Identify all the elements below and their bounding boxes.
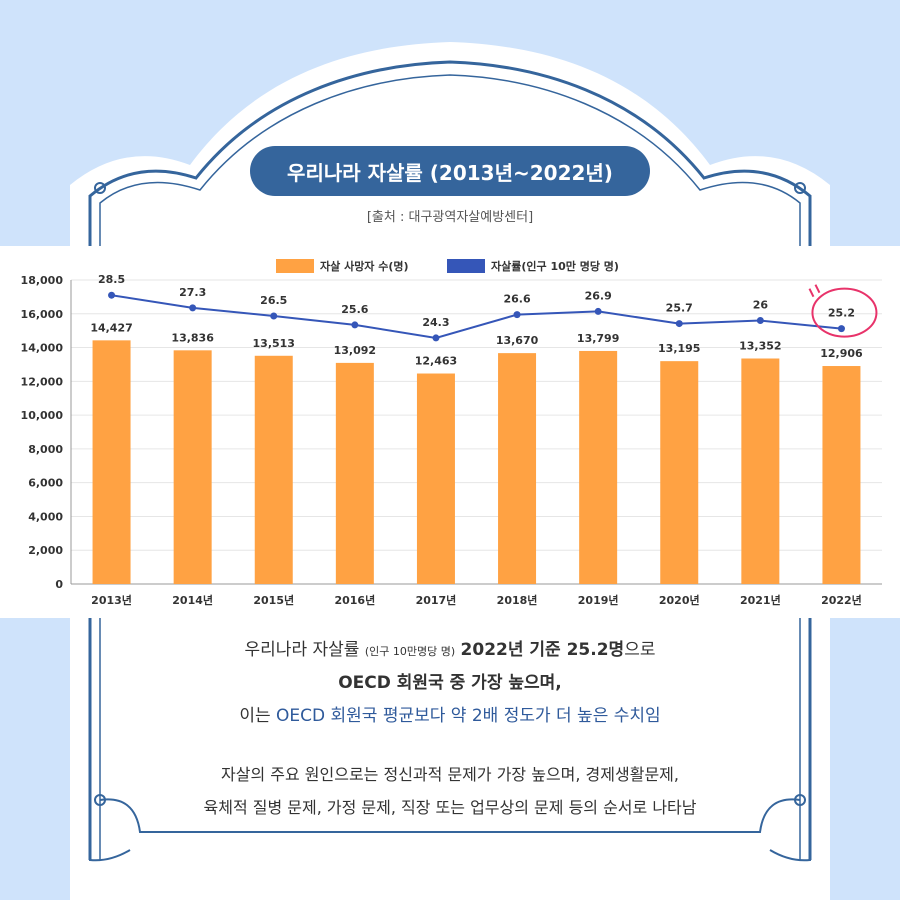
bar bbox=[92, 340, 131, 584]
highlight-circle bbox=[811, 287, 878, 338]
bar bbox=[498, 353, 537, 584]
y-tick-label: 14,000 bbox=[21, 342, 64, 355]
rate-point bbox=[108, 291, 116, 299]
rate-value-label: 28.5 bbox=[98, 273, 125, 286]
rate-value-label: 26.5 bbox=[260, 294, 287, 307]
x-tick-label: 2015년 bbox=[253, 593, 294, 607]
summary-l1-small: (인구 10만명당 명) bbox=[364, 645, 456, 658]
x-tick-label: 2013년 bbox=[91, 593, 132, 607]
bar bbox=[416, 373, 455, 584]
rate-value-label: 25.6 bbox=[341, 303, 368, 316]
bar bbox=[660, 361, 699, 584]
y-tick-label: 0 bbox=[55, 578, 63, 591]
chart-panel: 0 2,000 4,000 6,000 8,000 10,000 12,000 14,000 1… bbox=[0, 246, 900, 618]
x-tick-label: 2022년 bbox=[821, 593, 862, 607]
legend-label-rate: 자살률(인구 10만 명당 명) bbox=[491, 259, 619, 273]
summary-line-3: 이는 OECD 회원국 평균보다 약 2배 정도가 더 높은 수치임 bbox=[0, 700, 900, 733]
x-tick-label: 2014년 bbox=[172, 593, 213, 607]
highlight-marks bbox=[808, 284, 821, 298]
y-tick-label: 16,000 bbox=[21, 308, 64, 321]
rate-value-label: 26.9 bbox=[585, 289, 612, 302]
causes-line-2: 육체적 질병 문제, 가정 문제, 직장 또는 업무상의 문제 등의 순서로 나… bbox=[203, 798, 697, 817]
bar-value-label: 12,906 bbox=[820, 347, 863, 360]
y-tick-label: 10,000 bbox=[21, 409, 64, 422]
summary-line-2: OECD 회원국 중 가장 높으며, bbox=[338, 673, 562, 693]
rate-value-label: 24.3 bbox=[422, 316, 449, 329]
summary-line-1: 우리나라 자살률 (인구 10만명당 명) 2022년 기준 25.2명으로 bbox=[0, 634, 900, 667]
combo-chart: 0 2,000 4,000 6,000 8,000 10,000 12,000 14,000 1… bbox=[21, 259, 882, 607]
source-caption: [출처 : 대구광역자살예방센터] bbox=[366, 210, 534, 225]
rate-point bbox=[432, 334, 440, 342]
legend-swatch-deaths bbox=[276, 259, 314, 273]
bar-value-label: 13,513 bbox=[253, 337, 295, 350]
rate-point bbox=[513, 311, 521, 319]
bar-value-label: 13,836 bbox=[171, 331, 214, 344]
rate-value-label: 25.7 bbox=[666, 302, 693, 315]
bar-value-label: 13,352 bbox=[739, 339, 781, 352]
bar-value-label: 12,463 bbox=[415, 355, 457, 368]
x-tick-label: 2021년 bbox=[740, 593, 781, 607]
bar bbox=[173, 350, 212, 584]
bar-value-label: 13,799 bbox=[577, 332, 619, 345]
summary-l1-tail: 으로 bbox=[624, 640, 656, 660]
bar-value-label: 13,670 bbox=[496, 334, 539, 347]
summary-l1-bold: 2022년 기준 25.2명 bbox=[460, 640, 625, 660]
summary-l3-a: 이는 bbox=[239, 706, 271, 726]
x-tick-label: 2017년 bbox=[416, 593, 457, 607]
rate-line bbox=[111, 294, 842, 339]
y-tick-label: 18,000 bbox=[21, 274, 64, 287]
causes-line-1: 자살의 주요 원인으로는 정신과적 문제가 가장 높으며, 경제생활문제, bbox=[221, 765, 679, 784]
rate-value-label: 26 bbox=[753, 299, 769, 312]
bar-value-label: 14,427 bbox=[90, 321, 132, 334]
rate-value-label: 25.2 bbox=[828, 307, 855, 320]
rate-point bbox=[594, 307, 602, 315]
rate-point bbox=[351, 321, 359, 329]
page-title: 우리나라 자살률 (2013년~2022년) bbox=[250, 146, 650, 196]
y-tick-label: 8,000 bbox=[28, 443, 63, 456]
bar-value-label: 13,195 bbox=[658, 342, 700, 355]
rate-point bbox=[837, 325, 845, 333]
bar bbox=[335, 362, 374, 584]
rate-value-label: 26.6 bbox=[503, 293, 530, 306]
rate-point bbox=[675, 320, 683, 328]
y-tick-label: 2,000 bbox=[28, 544, 63, 557]
rate-value-label: 27.3 bbox=[179, 286, 206, 299]
y-tick-label: 6,000 bbox=[28, 477, 63, 490]
x-tick-label: 2016년 bbox=[334, 593, 375, 607]
legend-label-deaths: 자살 사망자 수(명) bbox=[320, 259, 409, 273]
summary-l3-blue: OECD 회원국 평균보다 약 2배 정도가 더 높은 수치임 bbox=[276, 706, 661, 726]
rate-point bbox=[270, 312, 278, 320]
bar-value-label: 13,092 bbox=[334, 344, 376, 357]
y-tick-label: 12,000 bbox=[21, 375, 64, 388]
x-tick-label: 2020년 bbox=[659, 593, 700, 607]
bar bbox=[822, 366, 861, 584]
y-tick-label: 4,000 bbox=[28, 510, 63, 523]
bar bbox=[254, 355, 293, 584]
x-tick-label: 2019년 bbox=[578, 593, 619, 607]
legend-swatch-rate bbox=[447, 259, 485, 273]
bar bbox=[741, 358, 780, 584]
rate-point bbox=[189, 304, 197, 312]
causes-text: 자살의 주요 원인으로는 정신과적 문제가 가장 높으며, 경제생활문제, 육체… bbox=[0, 758, 900, 824]
summary-l1-a: 우리나라 자살률 bbox=[244, 640, 360, 660]
bar bbox=[579, 350, 618, 584]
x-tick-label: 2018년 bbox=[497, 593, 538, 607]
rate-point bbox=[756, 317, 764, 325]
summary-text: 우리나라 자살률 (인구 10만명당 명) 2022년 기준 25.2명으로 O… bbox=[0, 634, 900, 733]
